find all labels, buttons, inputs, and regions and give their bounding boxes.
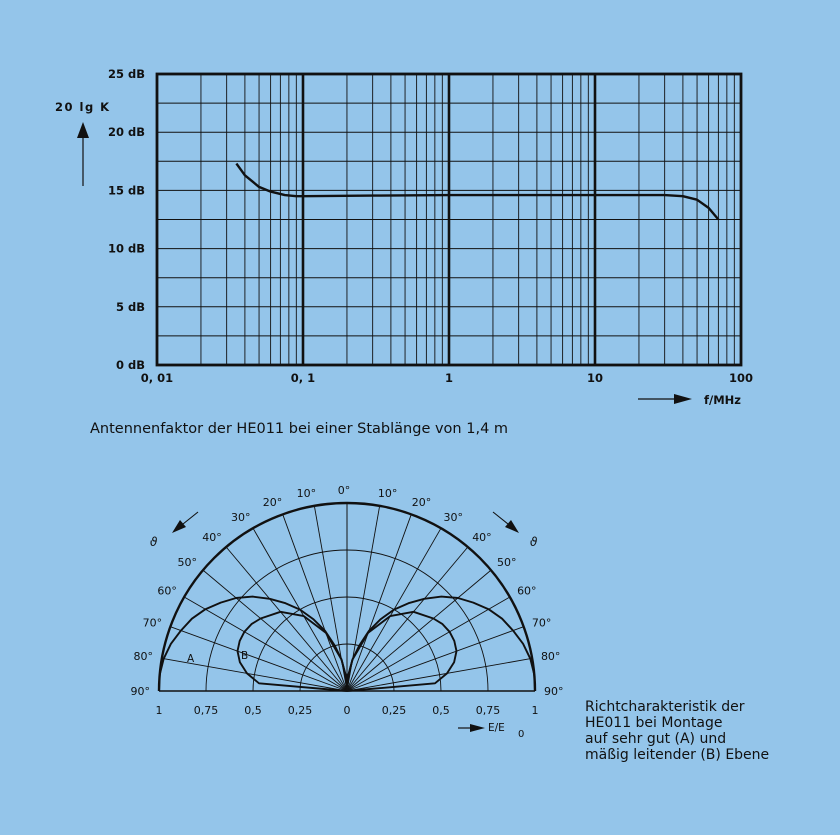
polar-spoke [282,514,348,692]
angle-label-right: 80° [541,650,561,663]
angle-label-right: 40° [472,531,492,544]
radial-scale-label: 1 [532,704,539,717]
polar-axis-subscript: 0 [518,729,524,740]
radial-scale-label: 0,25 [288,704,313,717]
radial-scale-label: 0,5 [244,704,262,717]
polar-axis-label: E/E [488,722,505,734]
polar-caption-line-1: Richtcharakteristik der [585,699,745,715]
radial-scale-label: 0,75 [476,704,501,717]
x-tick-label: 0, 1 [291,371,315,385]
polar-spoke [183,596,348,692]
y-tick-label: 20 dB [108,125,145,139]
antenna-factor-chart: 0 dB 5 dB 10 dB 15 dB 20 dB 25 dB 0, 01 0, 1 1 10… [55,67,753,407]
antenna-factor-curve [235,162,720,221]
angle-label-left: 60° [157,585,177,598]
y-tick-label: 15 dB [108,183,145,197]
radial-scale-label: 0 [344,704,351,717]
y-tick-label: 25 dB [108,67,145,81]
angle-label-right: 60° [517,585,537,598]
angle-label-left: 40° [202,531,222,544]
polar-spoke [346,626,524,692]
angle-label-right: 50° [497,556,517,569]
polar-spoke [225,546,348,692]
polar-spoke [346,546,469,692]
polar-caption-line-3: auf sehr gut (A) und [585,731,727,747]
polar-caption-line-2: HE011 bei Montage [585,715,723,731]
radial-scale-label: 0,25 [382,704,407,717]
angle-label-right: 70° [532,616,552,629]
y-axis-label: 20 lg K [55,100,111,114]
x-tick-label: 0, 01 [141,371,173,385]
pattern-curve-b [236,610,348,692]
radial-scale-label: 0,5 [432,704,450,717]
polar-spoke [161,657,348,692]
antenna-factor-caption: Antennenfaktor der HE011 bei einer Stabl… [90,421,509,437]
angle-label-left: 0° [338,484,351,497]
pattern-curve-a [158,595,348,692]
theta-symbol-right: ϑ [530,535,538,549]
angle-label-left: 20° [263,496,283,509]
angle-label-left: 70° [143,616,163,629]
y-tick-label: 0 dB [116,358,145,372]
polar-pattern-chart: 0° 10° 20° 30° 40° 50° 60° 70° 80° 90° 10° 20° 30° 40… [131,484,564,740]
angle-label-left: 30° [231,511,251,524]
polar-spoke [170,626,348,692]
plot-frame [155,72,743,367]
angle-label-right: 10° [378,487,398,500]
x-tick-label: 100 [729,371,753,385]
x-axis-label: f/MHz [704,393,741,407]
angle-label-left: 10° [297,487,317,500]
angle-label-right: 90° [544,685,564,698]
y-axis-arrow-head [77,122,89,138]
polar-spoke [346,596,511,692]
polar-caption-line-4: mäßig leitender (B) Ebene [585,747,770,763]
radial-scale-label: 1 [156,704,163,717]
pattern-curve-b [346,610,458,692]
polar-spoke [346,514,412,692]
angle-label-right: 20° [412,496,432,509]
theta-arrow-right-head [505,520,519,533]
angle-label-right: 30° [444,511,464,524]
angle-label-left: 90° [131,685,151,698]
angle-label-left: 50° [178,556,198,569]
series-label-a: A [187,653,195,665]
x-axis-arrow-head [674,394,692,404]
polar-axis-arrow-head [470,724,485,732]
y-tick-label: 10 dB [108,242,145,256]
polar-spoke [346,569,492,692]
radial-scale-label: 0,75 [194,704,219,717]
polar-outer-circle [157,501,537,692]
pattern-curve-a [346,595,536,692]
x-tick-label: 10 [587,371,603,385]
y-tick-label: 5 dB [116,300,145,314]
polar-spoke [346,657,533,692]
theta-symbol-left: ϑ [150,535,158,549]
polar-pattern-caption: Richtcharakteristik der HE011 bei Montag… [585,699,769,763]
polar-spoke [202,569,348,692]
angle-label-left: 80° [134,650,154,663]
series-label-b: B [241,650,248,662]
theta-arrow-left-head [172,520,186,533]
x-tick-label: 1 [445,371,453,385]
